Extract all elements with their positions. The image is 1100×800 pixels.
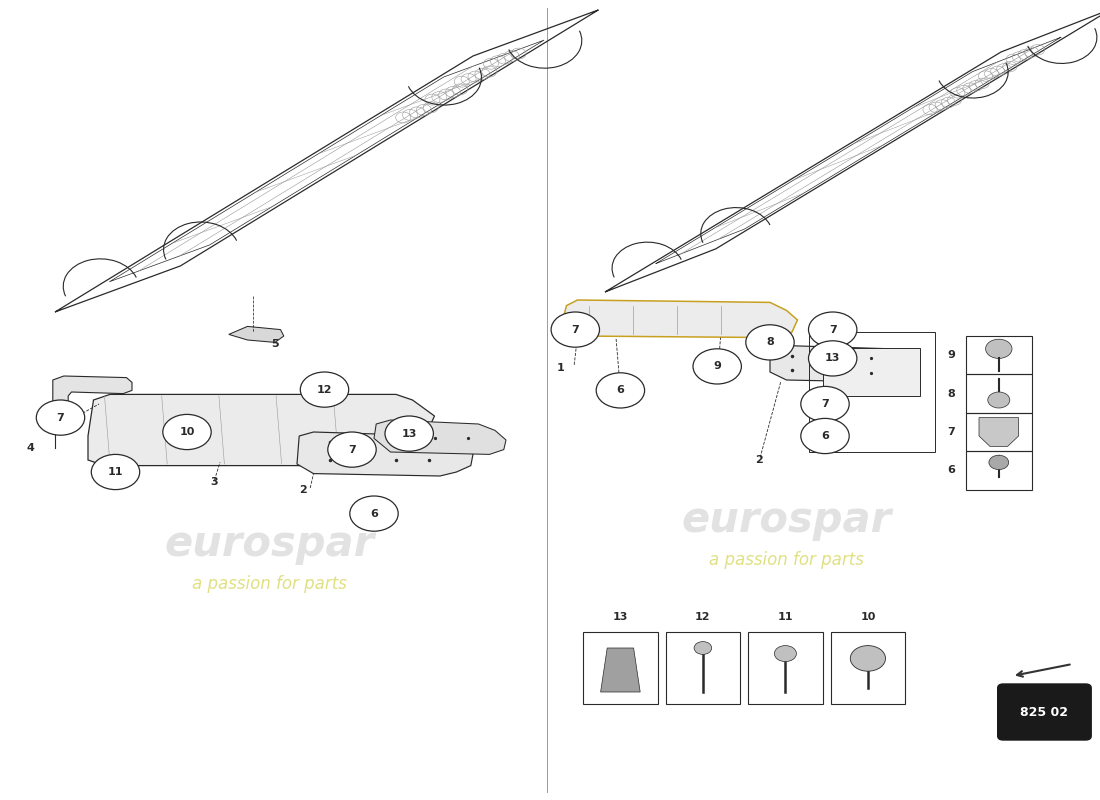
Circle shape	[328, 432, 376, 467]
Circle shape	[746, 325, 794, 360]
Circle shape	[91, 454, 140, 490]
Polygon shape	[979, 418, 1019, 446]
FancyBboxPatch shape	[823, 348, 920, 396]
Circle shape	[988, 392, 1010, 408]
Text: a passion for parts: a passion for parts	[710, 551, 864, 569]
Text: 7: 7	[828, 325, 837, 334]
Text: 13: 13	[402, 429, 417, 438]
Text: 6: 6	[616, 386, 625, 395]
Text: 6: 6	[370, 509, 378, 518]
FancyBboxPatch shape	[998, 684, 1091, 740]
Text: 7: 7	[348, 445, 356, 454]
Polygon shape	[561, 300, 798, 338]
Circle shape	[801, 418, 849, 454]
Polygon shape	[601, 648, 640, 692]
Circle shape	[596, 373, 645, 408]
Text: 7: 7	[571, 325, 580, 334]
Text: 2: 2	[755, 455, 763, 465]
Circle shape	[163, 414, 211, 450]
Text: 9: 9	[947, 350, 955, 360]
Text: 5: 5	[272, 339, 278, 349]
Text: 7: 7	[821, 399, 829, 409]
Text: 4: 4	[26, 443, 35, 453]
Text: 3: 3	[211, 478, 218, 487]
Text: 6: 6	[947, 466, 955, 475]
Text: 12: 12	[695, 613, 711, 622]
Text: eurospar: eurospar	[681, 499, 892, 541]
Circle shape	[808, 341, 857, 376]
Text: 6: 6	[821, 431, 829, 441]
Text: 825 02: 825 02	[1021, 706, 1068, 718]
Text: 2: 2	[298, 486, 307, 495]
Text: 1: 1	[557, 363, 565, 373]
Circle shape	[350, 496, 398, 531]
Circle shape	[693, 349, 741, 384]
Text: 9: 9	[713, 362, 722, 371]
Circle shape	[801, 386, 849, 422]
Text: 13: 13	[825, 354, 840, 363]
Text: 11: 11	[108, 467, 123, 477]
Text: 13: 13	[613, 613, 628, 622]
Text: 10: 10	[179, 427, 195, 437]
Text: eurospar: eurospar	[164, 523, 375, 565]
Text: 7: 7	[56, 413, 65, 422]
Text: 7: 7	[947, 427, 955, 437]
Circle shape	[850, 646, 886, 671]
Polygon shape	[770, 346, 918, 382]
Text: 8: 8	[766, 338, 774, 347]
Circle shape	[300, 372, 349, 407]
Circle shape	[694, 642, 712, 654]
Text: 11: 11	[778, 613, 793, 622]
Circle shape	[808, 312, 857, 347]
Circle shape	[774, 646, 796, 662]
Polygon shape	[229, 326, 284, 342]
Text: 12: 12	[317, 385, 332, 394]
Text: 8: 8	[947, 389, 955, 398]
Text: 10: 10	[860, 613, 876, 622]
Polygon shape	[53, 376, 132, 422]
Polygon shape	[88, 394, 434, 466]
Circle shape	[551, 312, 600, 347]
Text: a passion for parts: a passion for parts	[192, 575, 346, 593]
Polygon shape	[297, 432, 473, 476]
Polygon shape	[374, 420, 506, 454]
Circle shape	[385, 416, 433, 451]
Circle shape	[986, 339, 1012, 358]
Circle shape	[989, 455, 1009, 470]
Circle shape	[36, 400, 85, 435]
